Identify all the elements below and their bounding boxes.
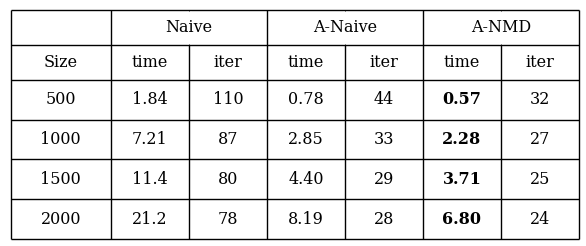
Text: 29: 29 bbox=[374, 171, 394, 188]
Text: 32: 32 bbox=[530, 91, 550, 108]
Text: 28: 28 bbox=[374, 211, 394, 228]
Text: 27: 27 bbox=[530, 131, 550, 148]
Text: 78: 78 bbox=[217, 211, 238, 228]
Text: 6.80: 6.80 bbox=[442, 211, 482, 228]
Text: 7.21: 7.21 bbox=[132, 131, 168, 148]
Text: 80: 80 bbox=[217, 171, 238, 188]
Text: 0.78: 0.78 bbox=[288, 91, 324, 108]
Text: 87: 87 bbox=[217, 131, 238, 148]
Text: 2.85: 2.85 bbox=[288, 131, 324, 148]
Text: 24: 24 bbox=[530, 211, 550, 228]
Text: Naive: Naive bbox=[165, 19, 213, 36]
Text: A-NMD: A-NMD bbox=[471, 19, 531, 36]
Text: 2000: 2000 bbox=[40, 211, 81, 228]
Text: 500: 500 bbox=[46, 91, 76, 108]
Text: 0.57: 0.57 bbox=[442, 91, 481, 108]
Text: 3.71: 3.71 bbox=[442, 171, 481, 188]
Text: 33: 33 bbox=[374, 131, 394, 148]
Text: 2.28: 2.28 bbox=[442, 131, 482, 148]
Text: 1500: 1500 bbox=[40, 171, 81, 188]
Text: 110: 110 bbox=[213, 91, 243, 108]
Text: time: time bbox=[444, 54, 480, 71]
Text: 1.84: 1.84 bbox=[132, 91, 168, 108]
Text: 21.2: 21.2 bbox=[132, 211, 168, 228]
Text: Size: Size bbox=[43, 54, 78, 71]
Text: 1000: 1000 bbox=[40, 131, 81, 148]
Text: time: time bbox=[132, 54, 168, 71]
Text: time: time bbox=[288, 54, 324, 71]
Text: 8.19: 8.19 bbox=[288, 211, 324, 228]
Text: iter: iter bbox=[526, 54, 554, 71]
Text: 11.4: 11.4 bbox=[132, 171, 168, 188]
Text: iter: iter bbox=[213, 54, 243, 71]
Text: iter: iter bbox=[370, 54, 398, 71]
Text: 4.40: 4.40 bbox=[288, 171, 323, 188]
Text: 44: 44 bbox=[374, 91, 394, 108]
Text: 25: 25 bbox=[530, 171, 550, 188]
Text: A-Naive: A-Naive bbox=[313, 19, 377, 36]
